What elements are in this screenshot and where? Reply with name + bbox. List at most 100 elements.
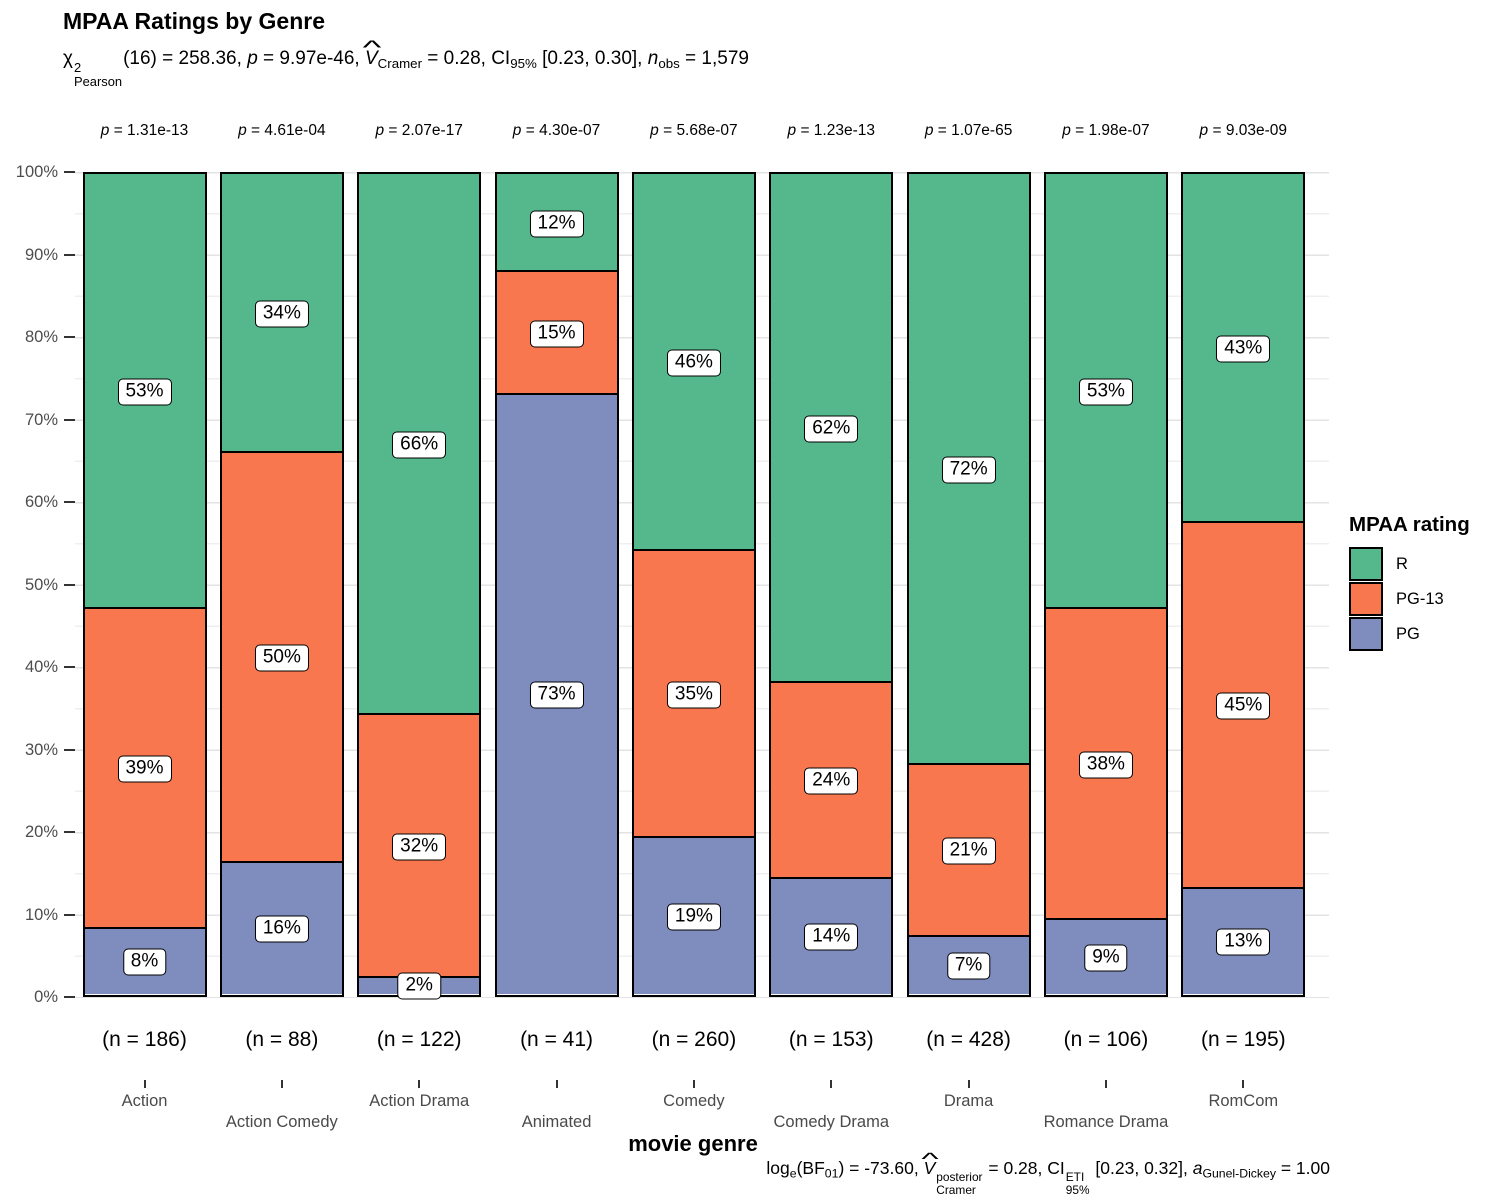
percent-label: 45%	[1216, 692, 1271, 720]
n-label: (n = 428)	[926, 1028, 1011, 1051]
percent-label: 15%	[529, 320, 584, 348]
y-tick-label: 10%	[24, 905, 58, 924]
percent-label: 34%	[254, 300, 309, 328]
percent-label: 32%	[392, 833, 447, 861]
y-tick-label: 0%	[34, 988, 58, 1006]
text-token: = 9.97e-46,	[257, 48, 365, 69]
p-value-label: p = 4.30e-07	[513, 122, 600, 140]
x-tick-label-drama: Drama	[943, 1092, 994, 1110]
legend: MPAA rating R PG-13 PG	[1349, 513, 1470, 652]
n-label: (n = 106)	[1063, 1028, 1149, 1051]
percent-label: 46%	[666, 349, 721, 377]
bar-comedy-drama	[769, 172, 894, 997]
bar-comedy	[631, 172, 756, 997]
x-axis-title: movie genre	[628, 1131, 758, 1156]
text-token: obs	[658, 55, 680, 71]
p-value: = 1.23e-13	[796, 122, 875, 139]
x-tick-label-comedy-drama: Comedy Drama	[773, 1113, 890, 1131]
n-label: (n = 88)	[245, 1028, 319, 1051]
text-token: 01	[824, 1166, 839, 1181]
percent-label: 2%	[397, 972, 441, 1000]
p-value-label: p = 1.31e-13	[101, 122, 188, 140]
p-symbol: p	[512, 122, 522, 139]
legend-items: R PG-13 PG	[1349, 547, 1470, 651]
p-value: = 1.31e-13	[109, 122, 189, 139]
percent-label: 66%	[392, 431, 447, 459]
p-value-label: p = 1.23e-13	[788, 122, 875, 140]
text-token: log	[766, 1158, 790, 1178]
text-token: 2 Pearson	[74, 61, 122, 89]
bar-action-drama	[357, 172, 482, 997]
legend-label: PG-13	[1396, 589, 1444, 608]
n-label: (n = 260)	[651, 1028, 737, 1051]
legend-title: MPAA rating	[1349, 513, 1470, 536]
percent-label: 62%	[804, 415, 859, 443]
p-symbol: p	[650, 122, 659, 139]
percent-label: 53%	[117, 378, 172, 406]
p-value: = 1.98e-07	[1070, 122, 1150, 139]
percent-label: 43%	[1216, 335, 1271, 363]
p-value-label: p = 1.07e-65	[925, 122, 1012, 140]
text-token: = 0.28, CI	[422, 48, 511, 69]
p-value-label: p = 1.98e-07	[1062, 122, 1149, 140]
n-label: (n = 186)	[102, 1028, 187, 1051]
p-value: = 9.03e-09	[1208, 122, 1288, 139]
y-tick-mark	[64, 913, 75, 916]
text-token: a	[1192, 1158, 1203, 1178]
n-label: (n = 122)	[376, 1028, 462, 1051]
percent-label: 7%	[946, 952, 991, 980]
p-symbol: p	[787, 122, 797, 139]
percent-label: 35%	[666, 681, 721, 709]
x-tick-mark	[692, 1080, 695, 1088]
x-tick-label-animated: Animated	[521, 1113, 592, 1131]
legend-label: PG	[1396, 624, 1420, 643]
y-tick-label: 60%	[24, 493, 58, 511]
x-tick-label-romcom: RomCom	[1208, 1092, 1279, 1110]
y-tick-mark	[64, 748, 75, 751]
p-value: = 1.07e-65	[933, 122, 1013, 139]
x-tick-label-comedy: Comedy	[663, 1092, 725, 1110]
p-value: = 2.07e-17	[384, 122, 463, 139]
p-symbol: p	[1199, 122, 1209, 139]
text-token: V	[924, 1153, 936, 1183]
x-tick-mark	[143, 1080, 146, 1088]
y-tick-label: 40%	[24, 658, 58, 676]
x-tick-label-action: Action	[121, 1092, 168, 1110]
text-token: 95%	[510, 55, 537, 71]
legend-item-pg-13: PG-13	[1349, 582, 1470, 616]
percent-label: 14%	[804, 923, 859, 951]
x-tick-mark	[830, 1080, 833, 1088]
legend-key-pg-13	[1349, 582, 1383, 616]
y-tick-mark	[64, 253, 75, 256]
text-token: (16) = 258.36,	[123, 48, 248, 69]
p-symbol: p	[100, 122, 110, 139]
y-tick-label: 30%	[24, 740, 58, 759]
p-value-label: p = 5.68e-07	[650, 122, 737, 140]
p-value-label: p = 2.07e-17	[375, 122, 462, 140]
p-symbol: p	[924, 122, 934, 139]
text-token: p	[247, 48, 258, 69]
percent-label: 19%	[666, 903, 721, 931]
chart-title: MPAA Ratings by Genre	[63, 8, 325, 34]
p-value: = 4.61e-04	[246, 122, 326, 139]
bar-drama	[906, 172, 1031, 997]
y-tick-label: 50%	[24, 575, 58, 594]
n-label: (n = 41)	[520, 1028, 594, 1051]
text-token: e	[789, 1166, 797, 1181]
p-symbol: p	[1062, 122, 1071, 139]
percent-label: 8%	[122, 948, 167, 976]
percent-label: 13%	[1216, 928, 1271, 956]
legend-item-pg: PG	[1349, 617, 1470, 651]
percent-label: 38%	[1078, 751, 1133, 779]
percent-label: 24%	[804, 767, 859, 795]
p-value: = 5.68e-07	[658, 122, 738, 139]
x-tick-mark	[555, 1080, 558, 1088]
legend-key-r	[1349, 547, 1383, 581]
text-token: = 1,579	[679, 48, 749, 69]
bar-animated	[494, 172, 619, 997]
y-tick-label: 100%	[15, 163, 58, 181]
text-token: [0.23, 0.30],	[536, 48, 648, 69]
text-token: n	[647, 48, 659, 69]
